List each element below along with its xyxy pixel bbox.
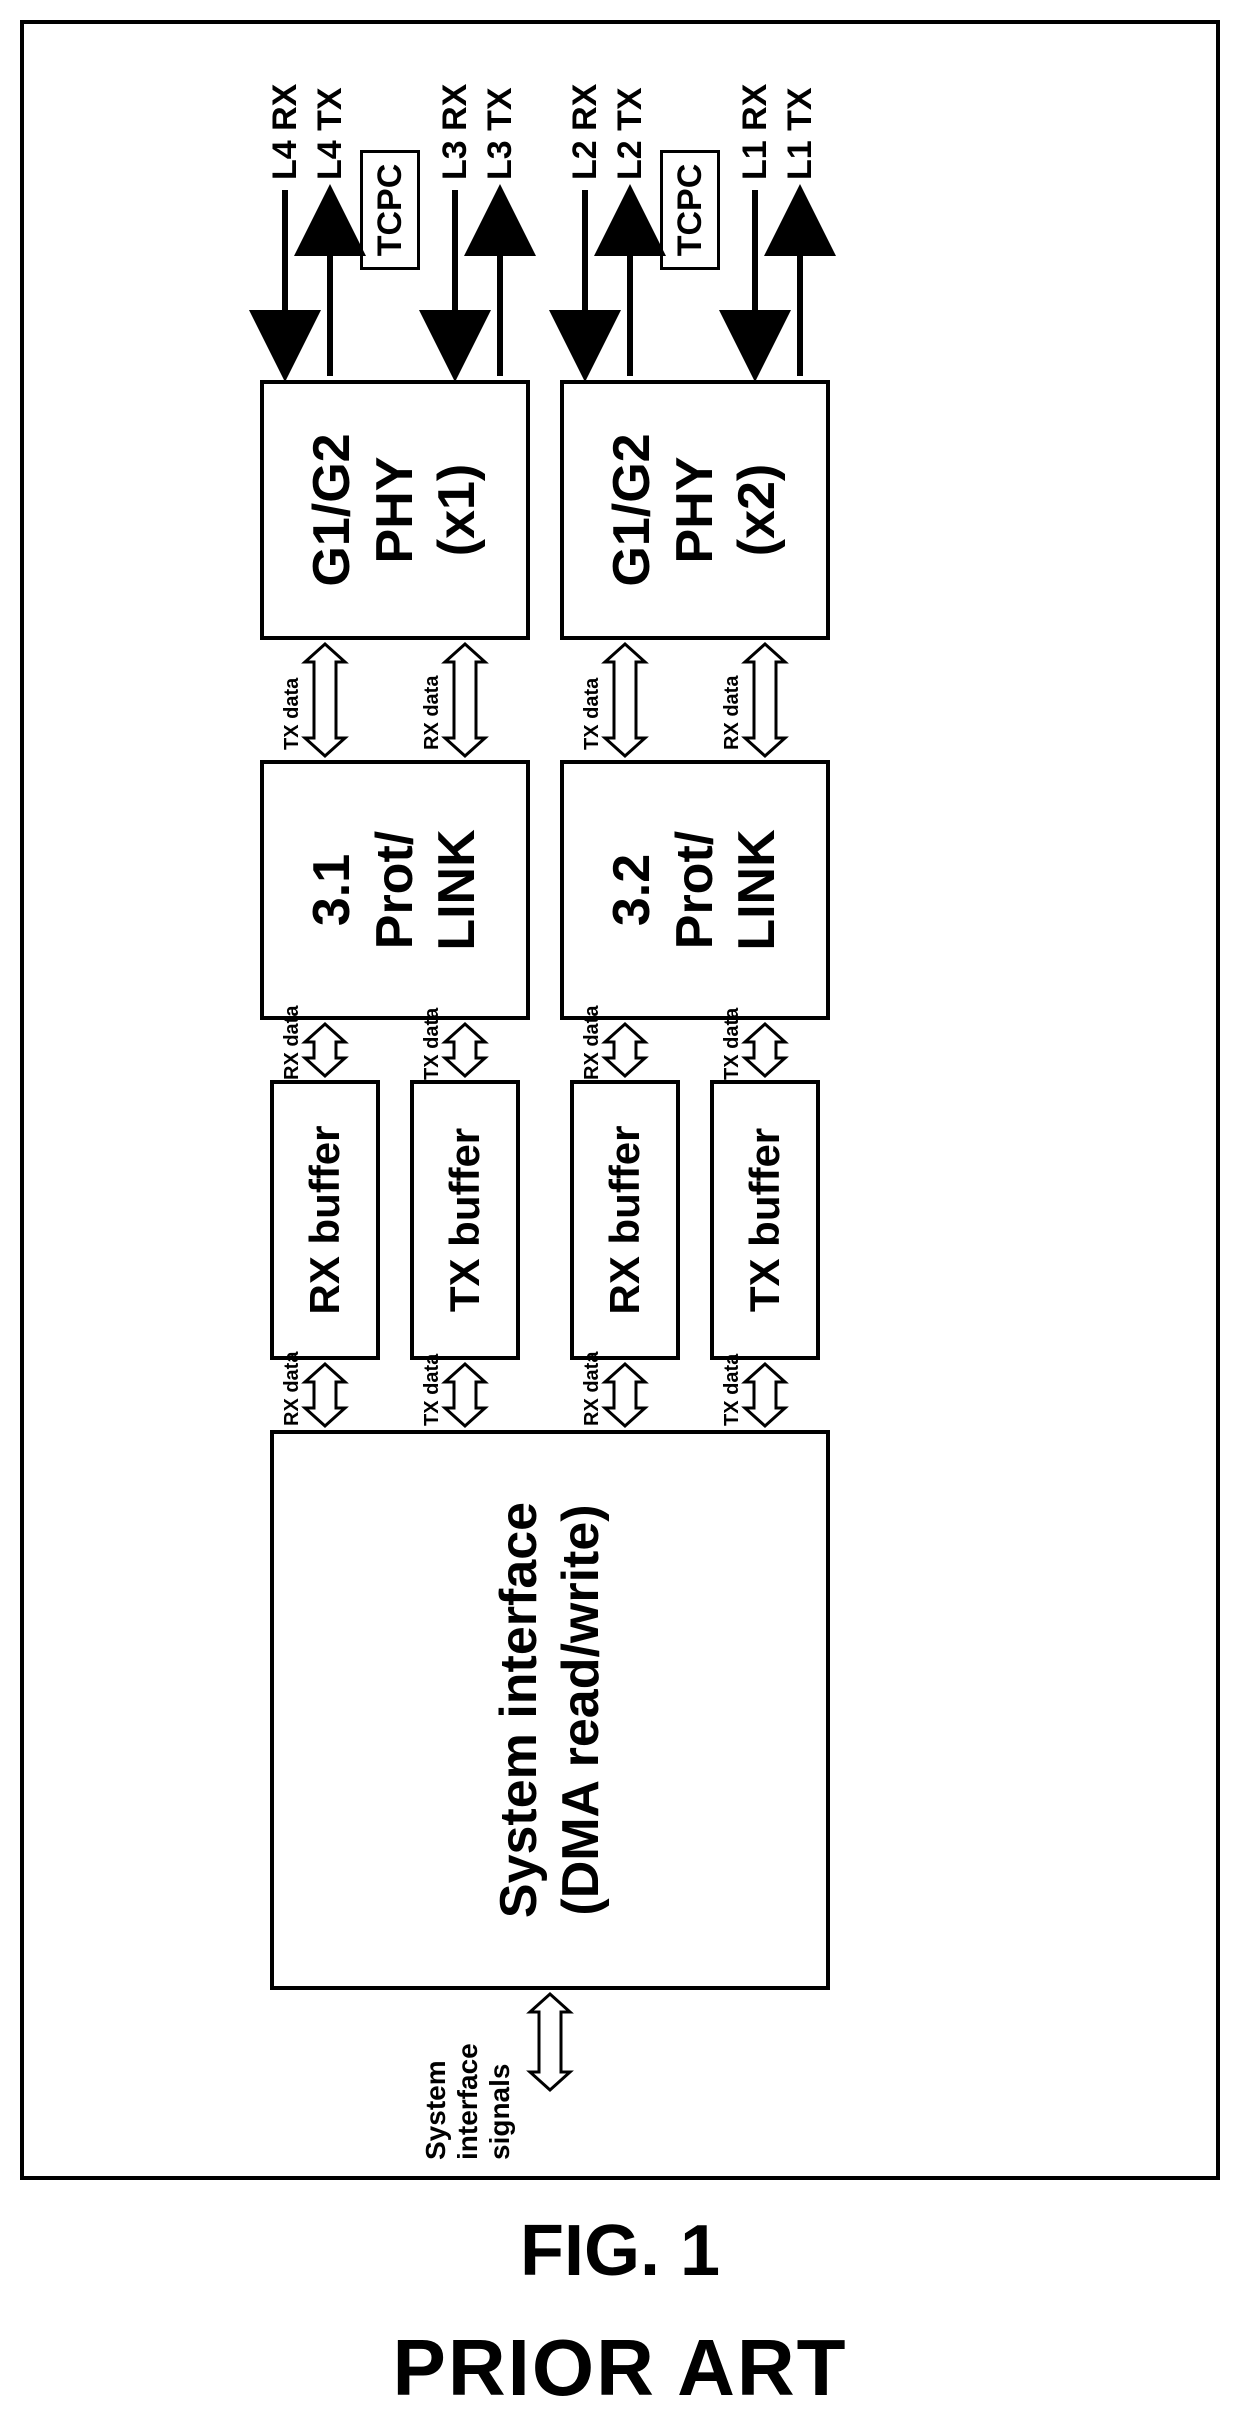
svg-text:L3 TX: L3 TX [481, 87, 519, 180]
prior-art-label: PRIOR ART [20, 2322, 1220, 2414]
svg-text:L1 RX: L1 RX [736, 83, 774, 180]
figure-caption: FIG. 1 PRIOR ART [20, 2210, 1220, 2414]
svg-text:RX data: RX data [721, 675, 743, 750]
svg-text:RX data: RX data [281, 1005, 303, 1080]
figure-number: FIG. 1 [20, 2210, 1220, 2292]
svg-text:TX data: TX data [721, 1007, 743, 1080]
svg-text:RX data: RX data [581, 1005, 603, 1080]
svg-text:RX data: RX data [421, 675, 443, 750]
svg-text:L3 RX: L3 RX [436, 83, 474, 180]
svg-text:RX data: RX data [281, 1351, 303, 1426]
svg-text:L2 RX: L2 RX [566, 83, 604, 180]
diagram-frame: System interface signals System interfac… [20, 20, 1220, 2180]
svg-text:L1 TX: L1 TX [781, 87, 819, 180]
svg-text:TX data: TX data [421, 1007, 443, 1080]
arrows-layer: RX data TX data RX data TX data RX data TX da… [50, 50, 1190, 2150]
svg-text:L2 TX: L2 TX [611, 87, 649, 180]
svg-text:TX data: TX data [721, 1353, 743, 1426]
svg-text:L4 RX: L4 RX [266, 83, 304, 180]
diagram-canvas: System interface signals System interfac… [50, 50, 1190, 2150]
svg-text:L4 TX: L4 TX [311, 87, 349, 180]
svg-text:RX data: RX data [581, 1351, 603, 1426]
svg-text:TX data: TX data [581, 677, 603, 750]
svg-text:TX data: TX data [281, 677, 303, 750]
svg-text:TX data: TX data [421, 1353, 443, 1426]
